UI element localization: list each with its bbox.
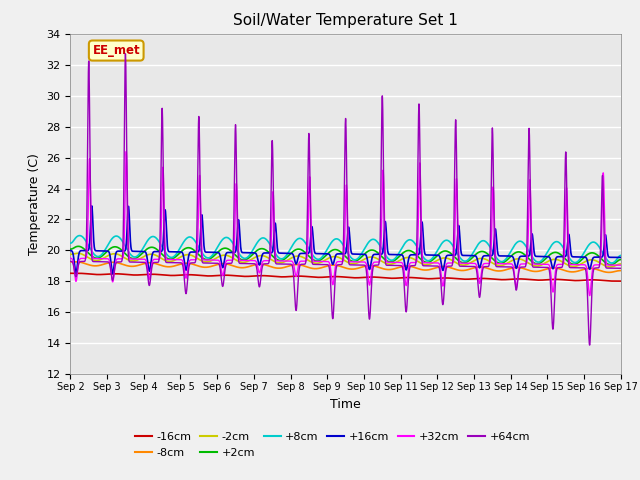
Text: EE_met: EE_met (92, 44, 140, 57)
Title: Soil/Water Temperature Set 1: Soil/Water Temperature Set 1 (233, 13, 458, 28)
Y-axis label: Temperature (C): Temperature (C) (28, 153, 41, 255)
X-axis label: Time: Time (330, 397, 361, 410)
Legend: -16cm, -8cm, -2cm, +2cm, +8cm, +16cm, +32cm, +64cm: -16cm, -8cm, -2cm, +2cm, +8cm, +16cm, +3… (131, 428, 534, 462)
